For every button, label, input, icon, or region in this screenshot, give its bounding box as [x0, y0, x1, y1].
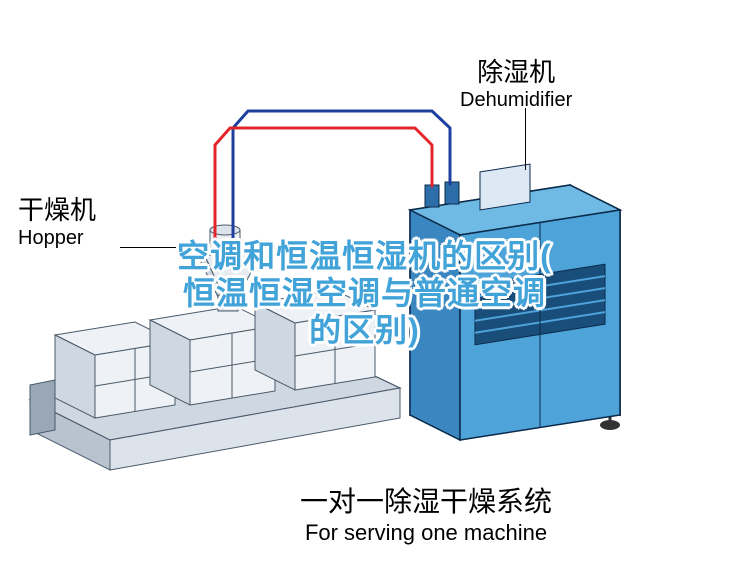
- overlay-title-line1: 空调和恒温恒湿机的区别(: [45, 238, 685, 275]
- bottom-caption-cn: 一对一除湿干燥系统: [300, 480, 552, 520]
- bottom-caption-en: For serving one machine: [300, 520, 552, 546]
- label-dehumidifier-en: Dehumidifier: [460, 89, 572, 112]
- overlay-title-line3: 的区别): [45, 312, 685, 349]
- label-dehumidifier-cn: 除湿机: [460, 52, 572, 89]
- overlay-title-line2: 恒温恒湿空调与普通空调: [45, 275, 685, 312]
- pipe-red: [215, 128, 432, 240]
- pipe-blue: [233, 111, 450, 240]
- label-dehumidifier: 除湿机 Dehumidifier: [460, 52, 572, 112]
- overlay-title: 空调和恒温恒湿机的区别( 恒温恒湿空调与普通空调 的区别): [45, 238, 685, 348]
- leader-dehumidifier: [525, 108, 526, 170]
- label-hopper-cn: 干燥机: [18, 190, 96, 227]
- bottom-caption: 一对一除湿干燥系统 For serving one machine: [300, 480, 552, 546]
